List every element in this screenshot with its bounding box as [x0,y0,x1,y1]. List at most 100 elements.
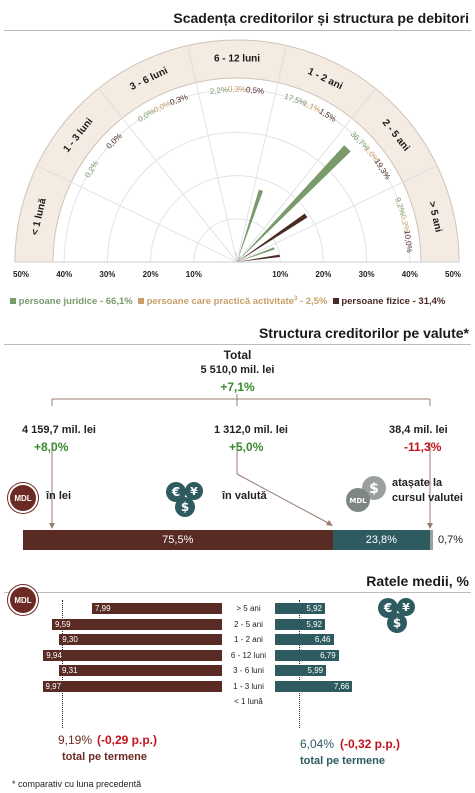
rate-term-label: 3 - 6 luni [233,666,264,675]
svg-text:$: $ [369,481,379,497]
polar-value-label: 1,5% [318,107,338,124]
polar-value-label: 10,0% [402,230,414,254]
section3-title-rule [4,592,471,593]
legend-juridice: persoane juridice - 66,1% [18,296,133,308]
total-change: +7,1% [220,380,255,394]
svg-text:$: $ [393,616,401,630]
svg-text:¥: ¥ [402,601,410,614]
mdl-rates-coin-icon: MDL [10,587,36,613]
rate-bar-fx: 6,79 [275,649,339,661]
polar-axis-tick: 20% [142,270,159,279]
polar-wedge [237,259,241,262]
polar-axis-tick: 40% [401,270,418,279]
polar-axis-tick: 50% [13,270,30,279]
section1-title: Scadența creditorilor și structura pe de… [173,10,469,26]
rate-term-label: > 5 ani [236,604,261,613]
svg-text:MDL: MDL [349,497,367,505]
polar-value-label: 19,3% [372,157,392,181]
polar-axis-tick: 50% [445,270,462,279]
polar-axis-tick: 20% [315,270,332,279]
mdl-total-label: total pe termene [62,751,147,763]
mdl-total-line [62,600,63,728]
section2-title-rule [4,344,471,345]
polar-wedge [236,260,237,262]
polar-value-label: 0,3% [169,92,189,107]
mdl-total: 9,19% [58,733,93,747]
svg-text:¥: ¥ [190,485,198,498]
total-value: 5 510,0 mil. lei [200,364,275,376]
polar-outer-band [14,39,460,263]
polar-wedge [237,256,241,262]
stack-segment-valuta: 23,8% [332,530,431,550]
polar-grid-circle [150,175,324,263]
polar-wedge [237,189,263,262]
fx-total-label: total pe termene [300,755,385,767]
rate-term-label: 1 - 3 luni [233,681,264,691]
rate-bar-fx: 5,92 [275,618,325,630]
footnote: * comparativ cu luna precedentă [12,779,142,789]
currency-stacked-bar: 75,5% 23,8% [23,530,433,550]
rate-bar-mdl: 9,94 [43,649,222,661]
atasate-value: 38,4 mil. lei [389,424,448,436]
rates-currency-coins-icon: € ¥ $ [378,598,415,633]
svg-text:€: € [171,485,180,499]
polar-grid-circle [106,131,368,263]
rate-bar-mdl: 9,59 [52,618,222,630]
atasate-label-1: atașate la [392,477,443,489]
mdl-coin-icon: MDL [10,485,36,511]
fx-total-change: (-0,32 p.p.) [340,737,401,751]
valuta-label: în valută [222,490,267,502]
atasate-change: -11,3% [404,440,442,454]
lei-value: 4 159,7 mil. lei [22,424,96,436]
svg-text:€: € [383,601,392,615]
polar-axis-tick: 10% [185,270,202,279]
rate-term-label: < 1 lună [234,697,263,706]
section2-title: Structura creditorilor pe valute* [258,325,469,341]
legend-swatch-fizice [332,298,339,305]
polar-sector-divider [187,45,238,263]
polar-wedge [237,145,351,262]
polar-wedge [237,254,280,262]
rate-bar-mdl: 7,99 [92,603,222,614]
polar-sector-divider [36,165,238,263]
polar-sector-divider [236,165,438,263]
legend-swatch-activitate [137,298,144,305]
polar-sector-title: 6 - 12 luni [214,54,260,65]
polar-grid-circle [63,88,411,263]
polar-wedge [235,252,237,262]
rate-term-label: 2 - 5 ani [234,619,263,629]
legend-fizice: persoane fizice - 31,4% [341,296,446,308]
polar-axis-tick: 10% [272,270,289,279]
legend-swatch-juridice [10,298,16,305]
tree-connectors [49,394,433,529]
polar-sector-divider [98,88,238,263]
rate-bar-fx: 5,99 [275,665,327,676]
rate-term-label: 1 - 2 ani [234,635,263,644]
polar-wedge [237,257,240,262]
stack-label-valuta: 23,8% [365,534,397,546]
svg-text:$: $ [181,500,189,514]
polar-value-label: 0,2% [399,214,412,234]
stack-segment-lei: 75,5% [23,530,333,550]
pegged-currency-icon: $ MDL [346,476,386,512]
section1-title-rule [4,30,471,31]
polar-value-label: 2,2% [209,85,228,96]
polar-wedge [237,213,308,262]
polar-axis-tick: 30% [358,270,375,279]
valuta-change: +5,0% [229,440,264,454]
polar-sector-divider [236,88,376,263]
section3-title: Ratele medii, % [366,573,469,589]
stack-label-atasate: 0,7% [438,534,464,546]
atasate-label-2: cursul valutei [392,492,463,504]
polar-value-label: 0,2% [83,159,100,179]
rate-bar-fx: 5,92 [275,603,325,614]
rate-bar-fx: 6,46 [275,634,334,645]
polar-axis-tick: 30% [99,270,116,279]
lei-change: +8,0% [34,440,69,454]
polar-legend: persoane juridice - 66,1% persoane care … [10,296,445,307]
stack-segment-atasate [430,530,433,550]
fx-total: 6,04% [300,737,335,751]
polar-value-label: 0,3% [228,85,246,94]
rate-bar-fx: 7,66 [275,680,353,692]
